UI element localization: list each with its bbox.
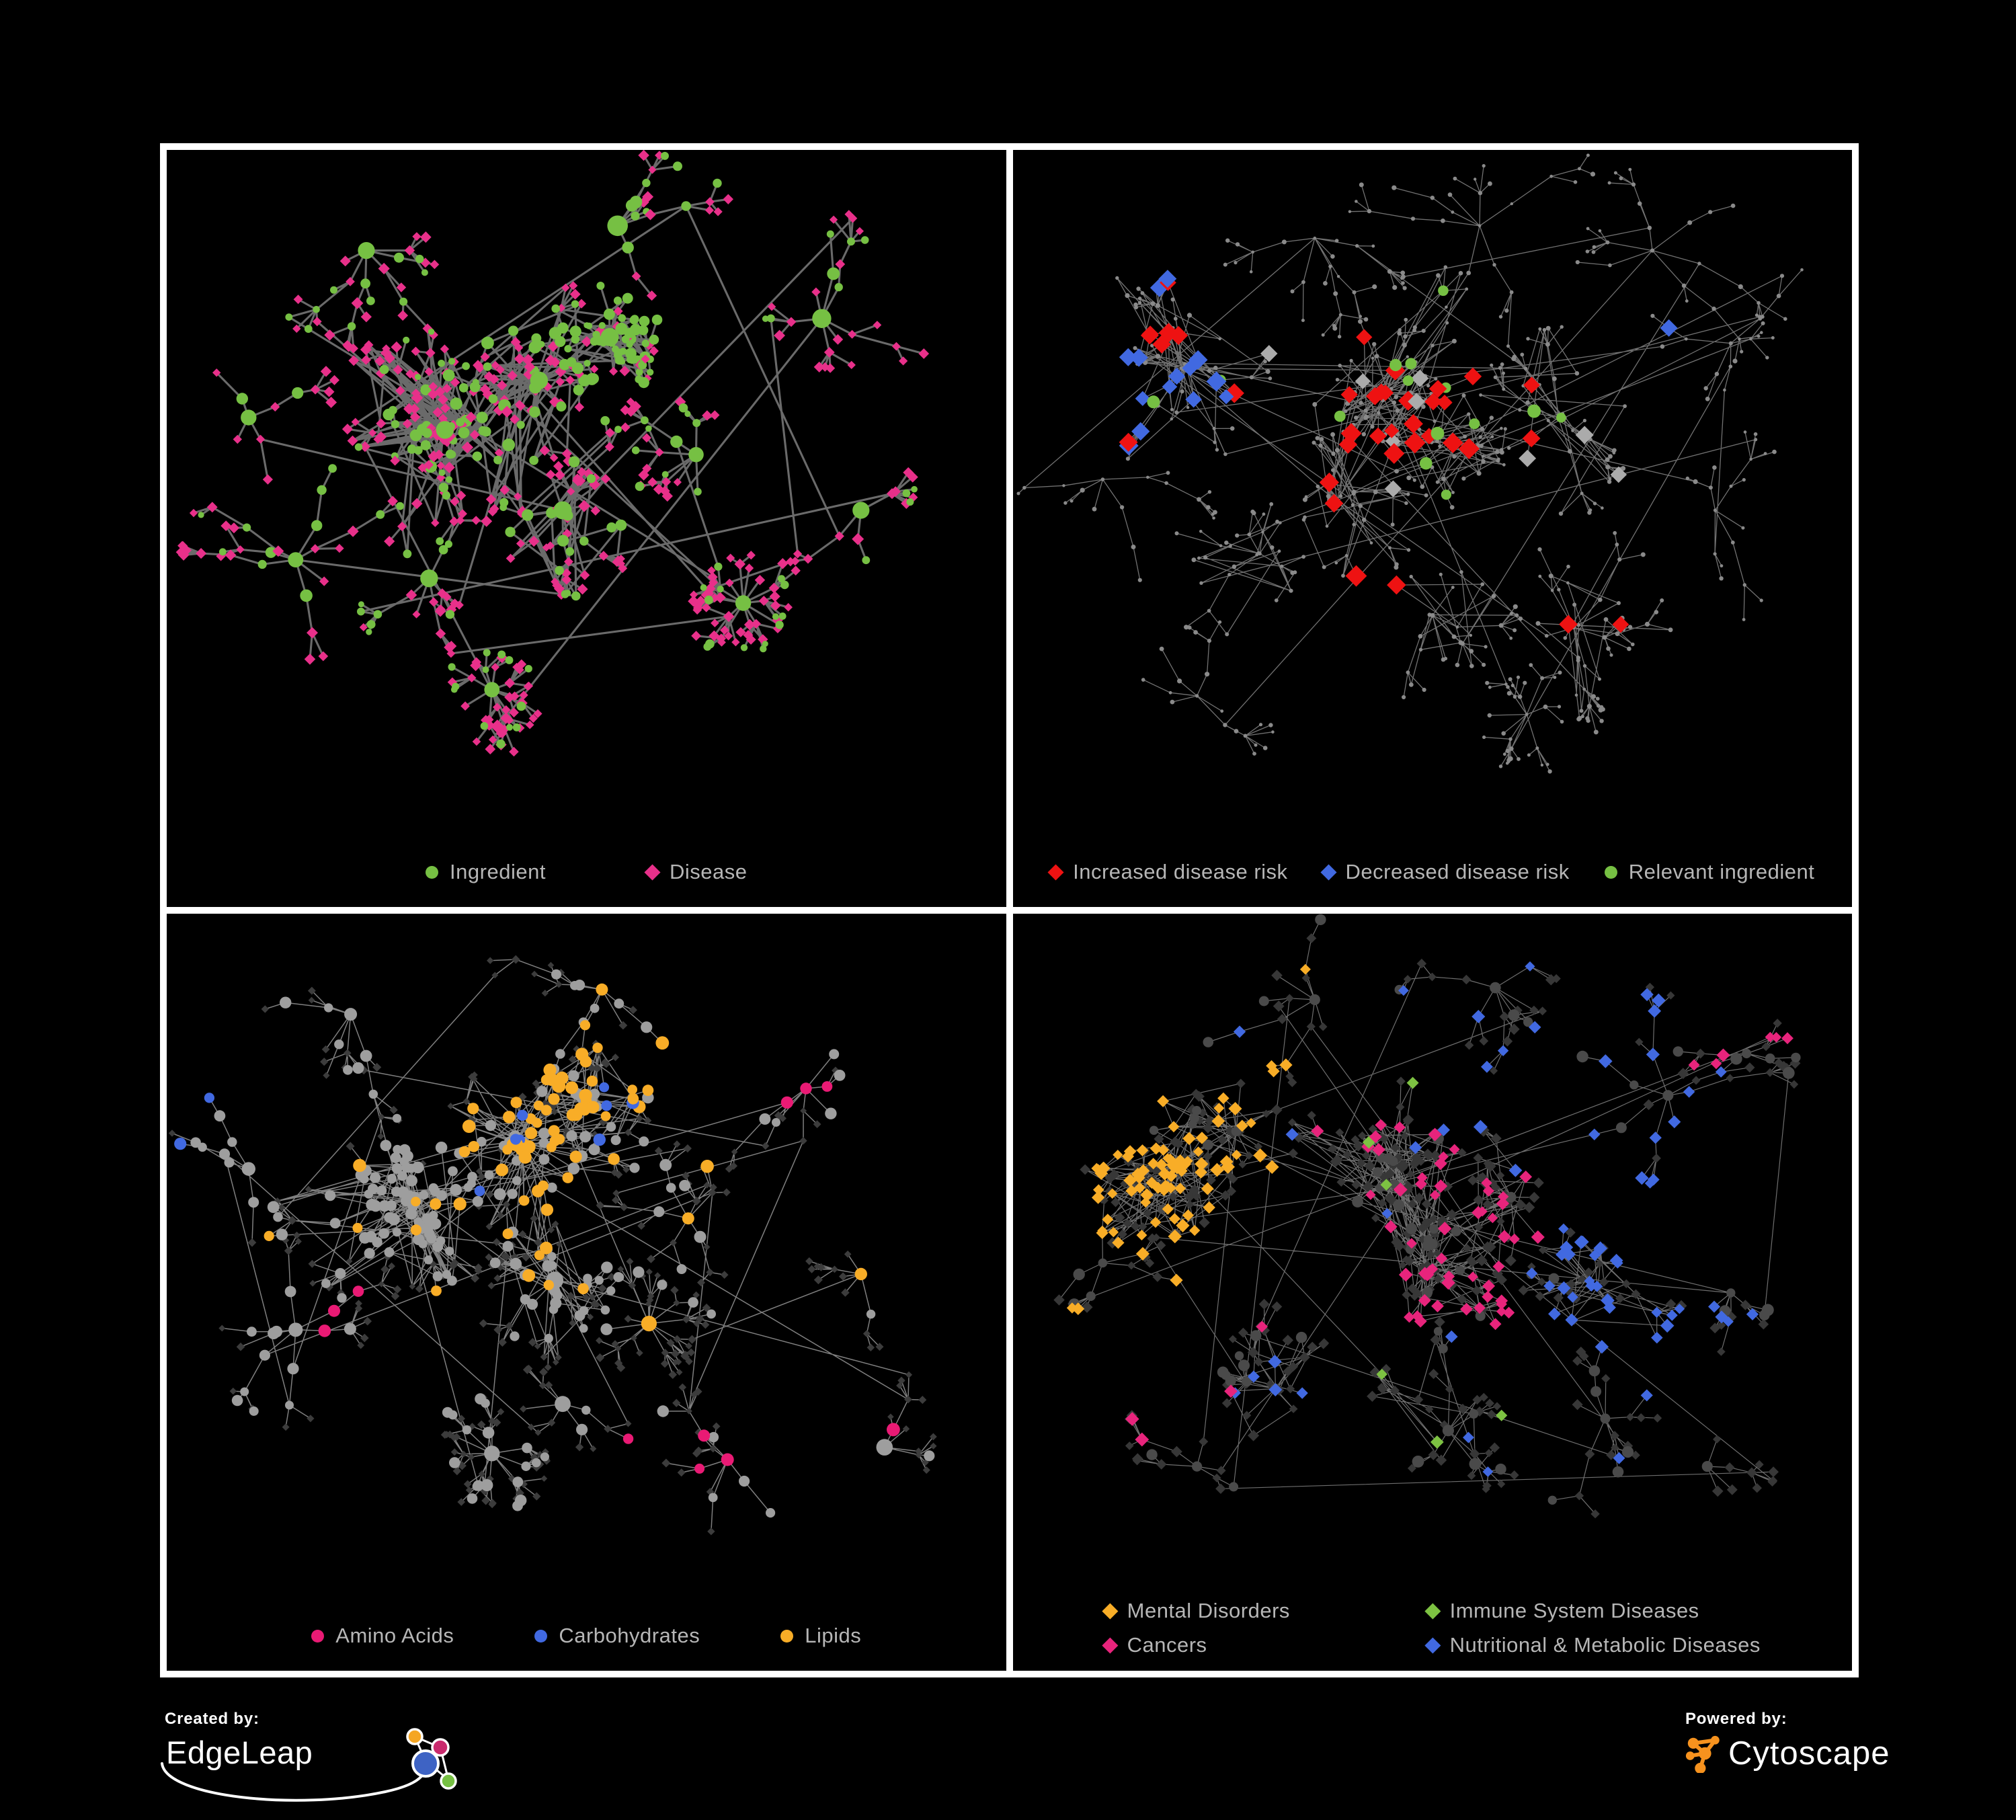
created-by-label: Created by:	[165, 1710, 259, 1728]
legend-label: Relevant ingredient	[1628, 860, 1815, 883]
legend-label: Increased disease risk	[1073, 860, 1288, 883]
edgeleap-logo-icon	[161, 1728, 457, 1802]
decreased-risk-marker-icon	[1320, 863, 1337, 881]
legend-item-decreased-risk: Decreased disease risk	[1320, 860, 1570, 884]
legend-label: Amino Acids	[335, 1624, 454, 1647]
legend-item-increased-risk: Increased disease risk	[1047, 860, 1288, 884]
increased-risk-marker-icon	[1047, 863, 1064, 881]
legend-label: Mental Disorders	[1127, 1599, 1290, 1622]
network-disease-categories	[1053, 914, 1801, 1519]
legend-label: Ingredient	[450, 860, 546, 883]
relevant-ingredient-marker-icon	[1604, 865, 1617, 879]
nutritional-metabolic-marker-icon	[1424, 1636, 1441, 1654]
legend-label: Disease	[669, 860, 748, 883]
network-nutrient-groups	[168, 955, 937, 1536]
cytoscape-wordmark: Cytoscape	[1728, 1735, 1890, 1772]
amino-acids-marker-icon	[311, 1629, 325, 1643]
panel-ingredient-disease: Ingredient Disease	[167, 150, 1006, 907]
legend-disease-risk: Increased disease risk Decreased disease…	[1013, 860, 1853, 884]
legend-item-nutritional-metabolic: Nutritional & Metabolic Diseases	[1424, 1633, 1761, 1657]
lipids-marker-icon	[780, 1629, 794, 1643]
legend-item-amino-acids: Amino Acids	[311, 1624, 454, 1648]
created-by-block: Created by: EdgeLeap	[161, 1710, 541, 1817]
legend-item-ingredient: Ingredient	[426, 860, 546, 884]
legend-label: Cancers	[1127, 1633, 1207, 1657]
panel-nutrient-groups: Amino Acids Carbohydrates Lipids	[167, 914, 1006, 1671]
legend-label: Decreased disease risk	[1345, 860, 1570, 883]
legend-label: Carbohydrates	[559, 1624, 700, 1647]
panel-grid: Ingredient Disease Increased disease ris…	[160, 143, 1859, 1677]
ingredient-marker-icon	[426, 865, 439, 879]
legend-label: Nutritional & Metabolic Diseases	[1449, 1633, 1761, 1657]
legend-item-relevant-ingredient: Relevant ingredient	[1604, 860, 1815, 884]
edgeleap-wordmark: EdgeLeap	[166, 1735, 313, 1770]
carbohydrates-marker-icon	[534, 1629, 548, 1643]
legend-label: Lipids	[805, 1624, 862, 1647]
legend-item-immune-diseases: Immune System Diseases	[1424, 1599, 1761, 1623]
legend-disease-categories: Mental Disorders Immune System Diseases …	[1102, 1599, 1761, 1657]
legend-nutrient-groups: Amino Acids Carbohydrates Lipids	[167, 1624, 1006, 1648]
cancers-marker-icon	[1102, 1636, 1119, 1654]
legend-ingredient-disease: Ingredient Disease	[167, 860, 1006, 884]
legend-item-lipids: Lipids	[780, 1624, 861, 1648]
legend-item-mental-disorders: Mental Disorders	[1102, 1599, 1407, 1623]
network-disease-risk	[1016, 153, 1804, 774]
panel-disease-categories: Mental Disorders Immune System Diseases …	[1012, 914, 1852, 1671]
cytoscape-logo-icon	[1685, 1735, 1720, 1773]
panel-disease-risk: Increased disease risk Decreased disease…	[1012, 150, 1853, 907]
legend-item-cancers: Cancers	[1102, 1633, 1407, 1657]
immune-diseases-marker-icon	[1424, 1602, 1441, 1620]
legend-item-carbohydrates: Carbohydrates	[534, 1624, 700, 1648]
powered-by-label: Powered by:	[1685, 1710, 1787, 1728]
legend-item-disease: Disease	[644, 860, 748, 884]
legend-label: Immune System Diseases	[1449, 1599, 1699, 1622]
mental-disorders-marker-icon	[1102, 1602, 1119, 1620]
powered-by-block: Powered by: Cytoscape	[1685, 1710, 1968, 1817]
network-ingredient-disease	[175, 150, 930, 757]
disease-marker-icon	[644, 863, 661, 881]
